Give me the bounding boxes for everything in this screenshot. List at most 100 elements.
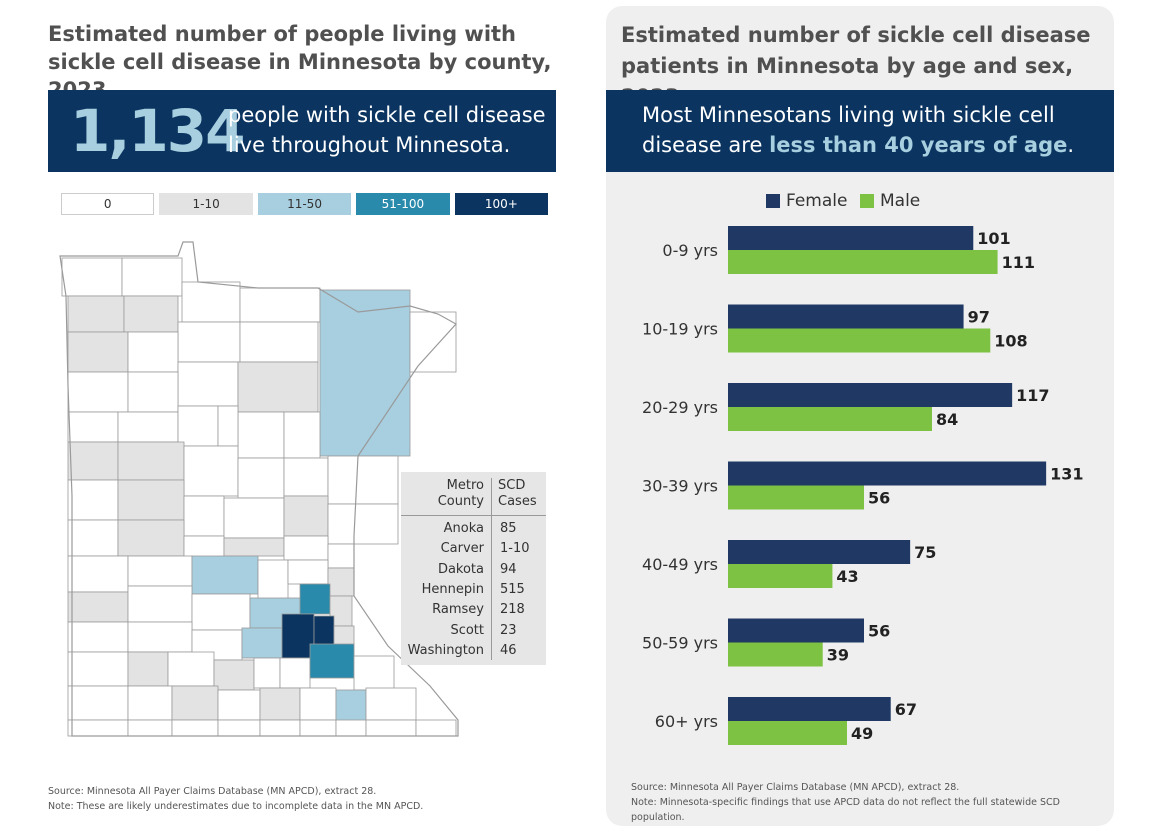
county-shape: [67, 331, 129, 373]
county-shape: [177, 321, 241, 363]
county-shape: [409, 311, 457, 373]
data-label-male: 39: [827, 646, 849, 665]
data-label-female: 97: [968, 308, 990, 327]
age-banner-highlight: less than 40 years of age: [769, 133, 1068, 157]
metro-row-hennepin: Hennepin 515: [401, 580, 546, 600]
county-shape: [127, 331, 179, 373]
header-county: Metro County: [437, 478, 484, 509]
county-shape: [335, 689, 367, 723]
category-label: 40-49 yrs: [642, 555, 718, 574]
minnesota-county-map: [58, 236, 478, 772]
right-footnote: Source: Minnesota All Payer Claims Datab…: [631, 780, 1114, 825]
data-label-female: 67: [895, 700, 917, 719]
metro-county-cases: 94: [500, 561, 517, 577]
county-shape: [67, 719, 129, 737]
county-shape: [299, 719, 337, 737]
county-shape: [281, 613, 315, 659]
right-note: Note: Minnesota-specific findings that u…: [631, 797, 1060, 823]
county-shape: [335, 719, 367, 737]
metro-county-name: Hennepin: [421, 581, 484, 597]
county-shape: [313, 615, 335, 647]
county-shape: [127, 685, 173, 721]
legend-swatch-male: [860, 194, 874, 208]
bar-male: [728, 721, 847, 745]
legend-swatch-female: [766, 194, 780, 208]
metro-row-carver: Carver 1-10: [401, 539, 546, 559]
county-shape: [319, 289, 411, 457]
age-sex-panel: Estimated number of sickle cell disease …: [606, 6, 1114, 826]
county-shape: [237, 411, 285, 459]
county-shape: [365, 687, 417, 721]
data-label-male: 43: [836, 567, 858, 586]
metro-county-name: Carver: [440, 541, 484, 557]
bar-male: [728, 328, 991, 353]
data-label-male: 111: [1002, 253, 1035, 272]
county-shape: [181, 281, 241, 323]
metro-county-cases: 85: [500, 521, 517, 536]
bar-male: [728, 485, 864, 510]
county-shape: [213, 659, 255, 691]
county-shape: [127, 555, 193, 587]
metro-row-scott: Scott 23: [401, 621, 546, 641]
county-shape: [177, 405, 219, 447]
total-banner-text: people with sickle cell disease live thr…: [228, 103, 546, 157]
metro-county-name: Dakota: [437, 561, 484, 577]
county-shape: [191, 593, 251, 631]
data-label-male: 108: [994, 332, 1027, 351]
county-shape: [217, 689, 261, 721]
metro-county-cases: 1-10: [500, 541, 530, 557]
data-label-female: 75: [914, 543, 936, 562]
header-cases: SCD Cases: [498, 478, 537, 509]
county-shape: [67, 621, 129, 653]
map-legend: 0 1-10 11-50 51-100 100+: [61, 193, 549, 215]
right-source: Source: Minnesota All Payer Claims Datab…: [631, 782, 960, 793]
county-shape: [127, 371, 179, 413]
county-shape: [365, 719, 417, 737]
total-banner: 1,134 people with sickle cell disease li…: [48, 90, 556, 172]
county-shape: [415, 719, 457, 737]
bar-female: [728, 461, 1047, 486]
county-shape: [327, 543, 355, 569]
data-label-female: 117: [1016, 386, 1049, 405]
bar-female: [728, 540, 911, 564]
county-shape: [67, 555, 129, 593]
bar-female: [728, 226, 974, 250]
right-title: Estimated number of sickle cell disease …: [621, 23, 1091, 109]
legend-bin-1: 1-10: [159, 193, 253, 215]
metro-table-header: Metro County SCD Cases: [401, 478, 546, 516]
county-shape: [67, 295, 125, 333]
data-label-male: 49: [851, 724, 873, 743]
category-label: 10-19 yrs: [642, 320, 718, 339]
county-shape: [223, 537, 285, 557]
category-label: 60+ yrs: [655, 712, 718, 731]
county-shape: [217, 405, 239, 447]
county-shape: [117, 441, 185, 481]
county-shape: [183, 495, 225, 537]
county-shape: [259, 687, 301, 721]
bar-female: [728, 304, 964, 329]
bar-female: [728, 618, 864, 643]
county-shape: [67, 441, 119, 481]
metro-table-divider: [491, 478, 492, 660]
county-shape: [237, 361, 319, 413]
metro-county-name: Anoka: [443, 521, 484, 536]
county-shape: [167, 651, 215, 687]
county-shape: [67, 371, 129, 413]
county-shape: [123, 295, 179, 333]
age-banner-text-1: Most Minnesotans living with sickle cell…: [642, 103, 1055, 157]
left-source: Source: Minnesota All Payer Claims Datab…: [48, 786, 377, 797]
county-shape: [117, 411, 179, 443]
county-shape: [183, 445, 239, 497]
left-footnote: Source: Minnesota All Payer Claims Datab…: [48, 784, 423, 814]
data-label-female: 56: [868, 622, 890, 641]
county-shape: [67, 651, 129, 687]
county-shape: [67, 411, 119, 443]
county-shape: [327, 455, 399, 505]
county-map-panel: Estimated number of people living with s…: [48, 22, 556, 814]
county-shape: [67, 479, 119, 521]
metro-county-name: Ramsey: [432, 602, 484, 618]
metro-county-cases: 46: [500, 642, 517, 658]
county-shape: [259, 719, 301, 737]
county-shape: [279, 657, 311, 689]
